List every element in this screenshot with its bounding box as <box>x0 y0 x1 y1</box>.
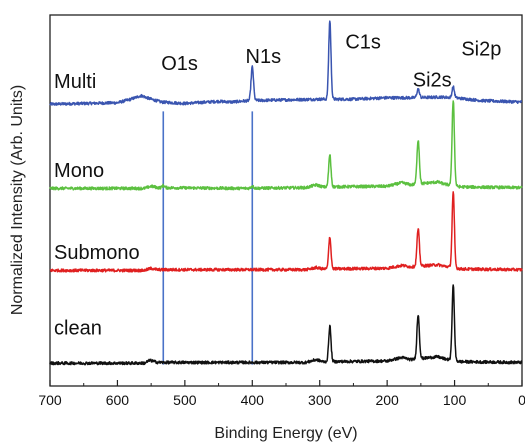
x-tick-label: 200 <box>375 392 399 408</box>
series-line-mono <box>49 100 523 191</box>
series-label-submono: Submono <box>54 242 140 264</box>
series-label-multi: Multi <box>54 71 96 93</box>
x-axis: 700 600 500 400 300 200 100 0 <box>38 380 525 408</box>
series-line-submono <box>49 191 523 273</box>
x-tick-label: 100 <box>443 392 467 408</box>
y-axis-title: Normalized Intensity (Arb. Units) <box>9 85 26 315</box>
peak-label-c1s: C1s <box>345 32 381 54</box>
peak-label-n1s: N1s <box>246 46 282 68</box>
series-label-mono: Mono <box>54 160 104 182</box>
peak-label-o1s: O1s <box>161 53 198 75</box>
x-tick-label: 0 <box>518 392 525 408</box>
series-line-multi <box>49 20 523 106</box>
series-label-clean: clean <box>54 318 102 340</box>
x-tick-label: 400 <box>241 392 265 408</box>
x-axis-title: Binding Energy (eV) <box>214 425 357 442</box>
spectra-series <box>49 20 523 366</box>
x-tick-label: 500 <box>173 392 197 408</box>
x-tick-label: 300 <box>308 392 332 408</box>
peak-label-si2p: Si2p <box>461 39 501 61</box>
series-labels: Multi Mono Submono clean <box>54 71 140 340</box>
x-tick-label: 700 <box>38 392 62 408</box>
peak-label-si2s: Si2s <box>413 69 452 91</box>
peak-guide-lines <box>162 111 254 365</box>
series-line-clean <box>49 284 523 366</box>
x-tick-label: 600 <box>106 392 130 408</box>
peak-labels: O1s N1s C1s Si2s Si2p <box>161 32 501 92</box>
